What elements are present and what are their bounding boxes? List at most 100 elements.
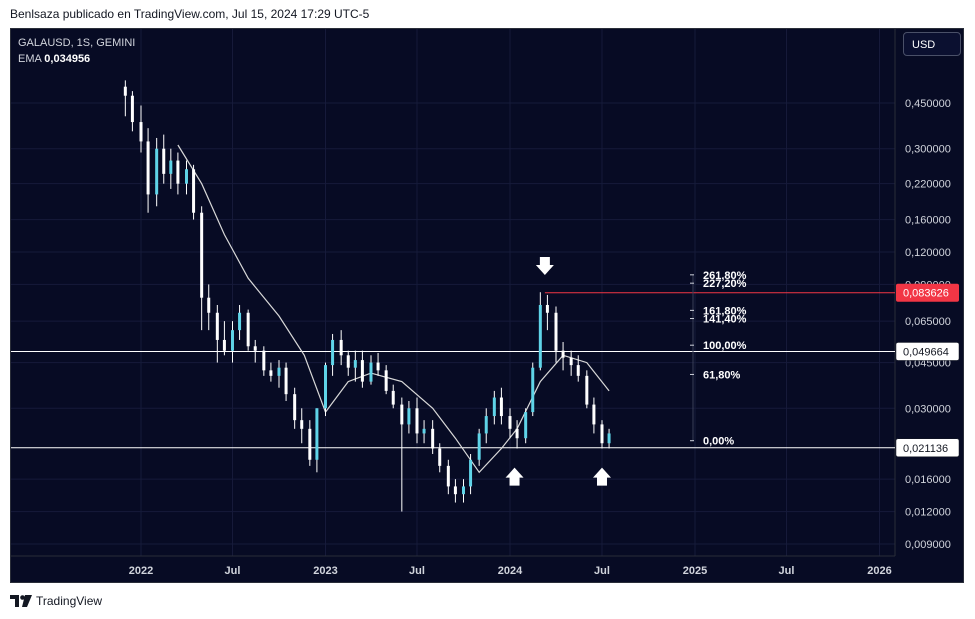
- footer-brand-text: TradingView: [36, 594, 103, 608]
- candle-body: [346, 355, 350, 368]
- candle-body: [246, 312, 250, 347]
- candle-body: [369, 362, 373, 382]
- y-tick-label: 0,016000: [905, 474, 951, 486]
- candle-body: [339, 339, 343, 356]
- price-label-box: [896, 283, 959, 302]
- candle-body: [515, 428, 519, 439]
- candle-body: [184, 169, 188, 184]
- y-tick-label: 0,120000: [905, 247, 951, 259]
- x-tick-label: 2022: [129, 565, 153, 577]
- x-tick-label: Jul: [225, 565, 241, 577]
- candle-body: [331, 339, 335, 366]
- x-tick-label: Jul: [594, 565, 610, 577]
- candle-body: [569, 357, 573, 366]
- arrow-up-icon: [505, 467, 524, 486]
- x-tick-label: 2026: [867, 565, 891, 577]
- candle-body: [155, 148, 159, 195]
- y-tick-label: 0,220000: [905, 179, 951, 191]
- candle-body: [162, 148, 166, 174]
- candle-body: [461, 486, 465, 495]
- candle-body: [415, 408, 419, 434]
- candle-body: [407, 408, 411, 425]
- fib-level-label: 227,20%: [703, 278, 747, 290]
- candle-body: [384, 370, 388, 391]
- candle-body: [524, 412, 528, 439]
- candle-body: [207, 297, 211, 313]
- x-tick-label: Jul: [409, 565, 425, 577]
- candle-body: [607, 433, 611, 444]
- candle-body: [391, 390, 395, 405]
- x-tick-label: 2025: [683, 565, 707, 577]
- candle-body: [438, 448, 442, 466]
- fib-level-label: 61,80%: [703, 369, 741, 381]
- fib-level-label: 100,00%: [703, 340, 747, 352]
- y-tick-label: 0,030000: [905, 403, 951, 415]
- candle-body: [192, 169, 196, 213]
- y-tick-label: 0,160000: [905, 215, 951, 227]
- candle-body: [269, 370, 273, 376]
- arrow-up-icon: [592, 467, 611, 486]
- ema-value: 0,034956: [44, 53, 91, 65]
- candle-body: [353, 360, 357, 368]
- candle-body: [277, 367, 281, 376]
- candle-body: [230, 330, 234, 351]
- arrow-down-icon: [535, 257, 554, 276]
- price-label-box: [895, 342, 960, 361]
- candle-body: [176, 160, 180, 184]
- candle-body: [561, 350, 565, 358]
- candle-body: [477, 433, 481, 460]
- y-tick-label: 0,300000: [905, 144, 951, 156]
- candle-body: [262, 350, 266, 371]
- candle-body: [238, 312, 242, 331]
- candle-body: [400, 404, 404, 425]
- candle-body: [315, 408, 319, 460]
- candle-body: [469, 459, 473, 487]
- candle-body: [130, 95, 134, 123]
- candle-body: [123, 86, 127, 96]
- candle-body: [545, 304, 549, 313]
- price-label-box: [895, 438, 960, 458]
- candle-body: [600, 424, 604, 444]
- candle-body: [323, 365, 327, 409]
- candle-body: [431, 428, 435, 449]
- candle-body: [484, 416, 488, 434]
- candle-body: [300, 420, 304, 429]
- fib-level-label: 261,80%: [703, 270, 747, 282]
- ema-label: EMA: [18, 53, 42, 65]
- symbol-label[interactable]: GALAUSD, 1S, GEMINI: [18, 37, 136, 49]
- candle-body: [360, 360, 364, 382]
- x-tick-label: 2023: [313, 565, 337, 577]
- footer-brand: TradingView: [10, 594, 102, 608]
- candle-body: [422, 428, 426, 434]
- chart-legend: GALAUSD, 1S, GEMINI EMA 0,034956: [18, 35, 135, 67]
- fib-level-label: 141,40%: [703, 314, 747, 326]
- candle-body: [538, 304, 542, 368]
- tradingview-logo-icon: [10, 595, 32, 607]
- candle-body: [376, 362, 380, 371]
- candle-body: [215, 312, 219, 340]
- candle-body: [139, 122, 143, 142]
- price-label: 0,083626: [903, 288, 949, 300]
- candle-body: [499, 397, 503, 417]
- candle-body: [308, 428, 312, 460]
- y-tick-label: 0,450000: [905, 98, 951, 110]
- x-tick-label: 2024: [498, 565, 523, 577]
- x-tick-label: Jul: [779, 565, 795, 577]
- ema-line: [177, 144, 610, 474]
- fib-level-label: 0,00%: [703, 436, 734, 448]
- candle-body: [531, 367, 535, 413]
- publisher-line: Benlsaza publicado en TradingView.com, J…: [10, 7, 370, 21]
- price-label: 0,021136: [903, 443, 948, 455]
- currency-button[interactable]: USD: [903, 32, 961, 56]
- candle-body: [508, 416, 512, 429]
- candle-body: [592, 404, 596, 425]
- candle-body: [284, 367, 288, 395]
- candle-body: [554, 312, 558, 351]
- candle-body: [446, 465, 450, 487]
- fib-level-label: 161,80%: [703, 305, 747, 317]
- candle-body: [293, 394, 297, 421]
- candle-body: [585, 375, 589, 405]
- chart-frame[interactable]: [10, 28, 964, 583]
- ema-legend[interactable]: EMA 0,034956: [18, 51, 135, 67]
